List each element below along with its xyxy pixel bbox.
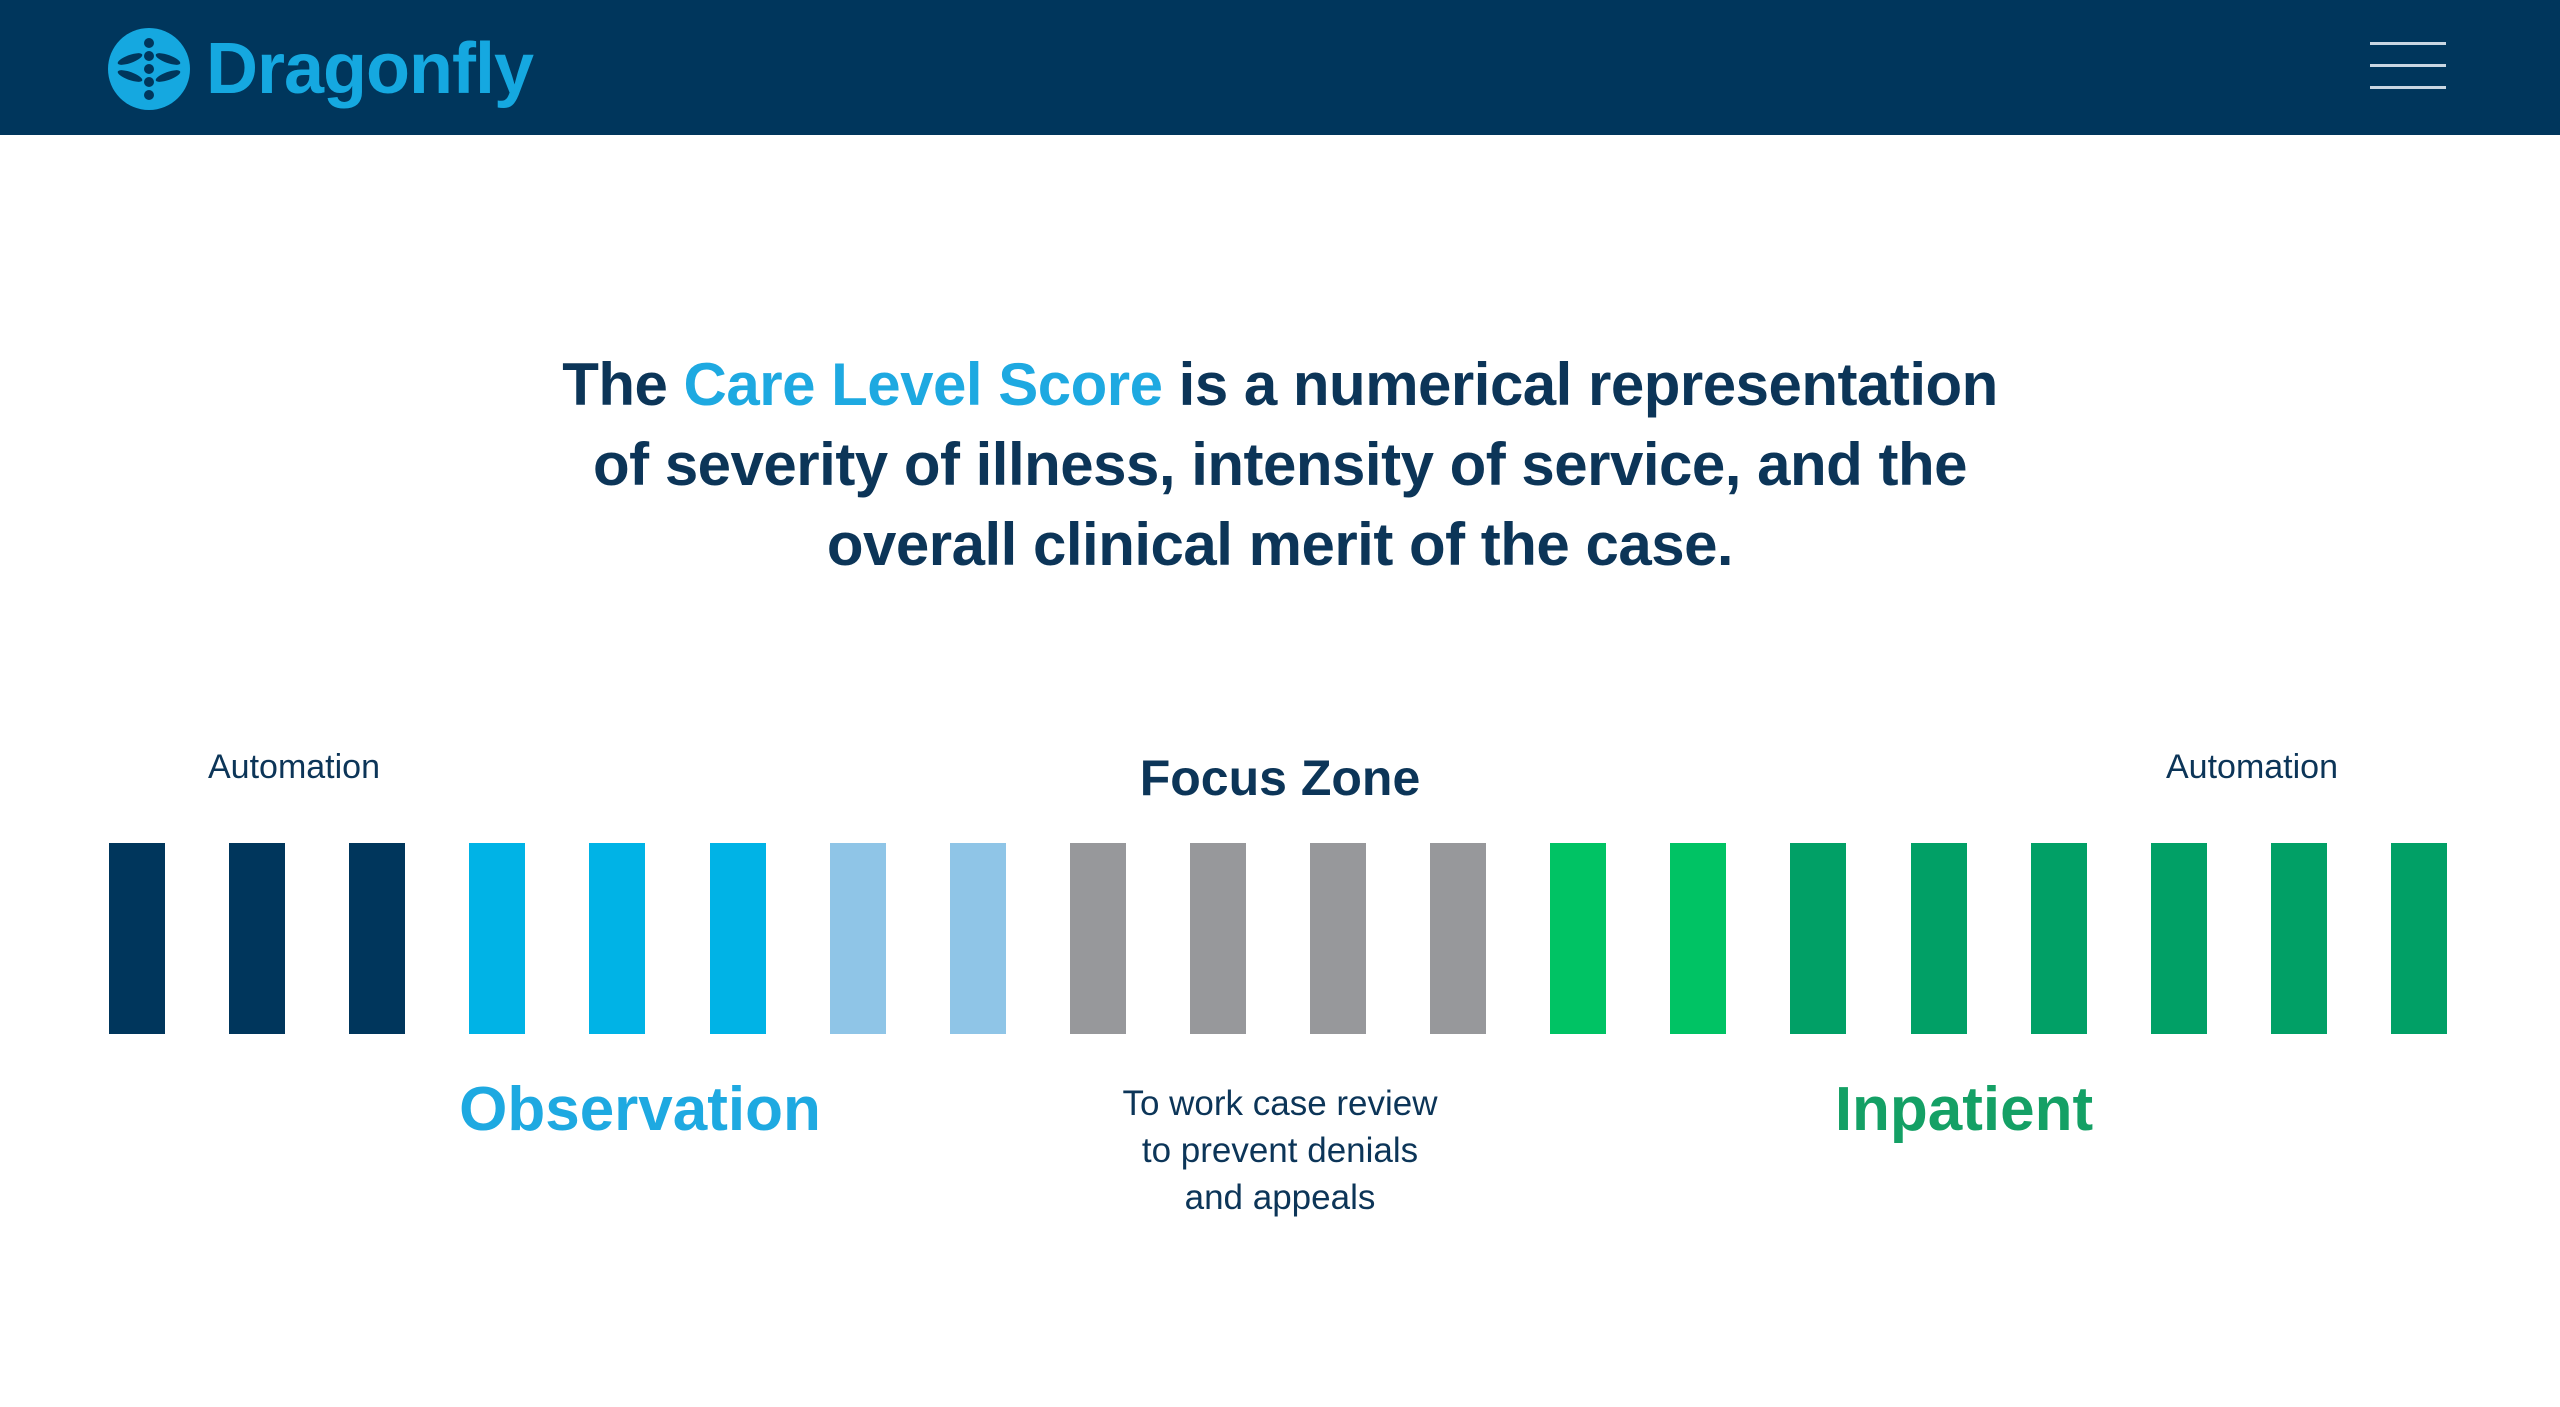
observation-label: Observation [459, 1075, 821, 1144]
brand-name: Dragonfly [206, 29, 534, 109]
hamburger-menu-icon[interactable] [2370, 38, 2450, 96]
headline-prefix: The [562, 351, 684, 418]
care-level-bar [1911, 843, 1967, 1034]
focus-zone-description-line: to prevent denials [1141, 1131, 1419, 1170]
care-level-bar [830, 843, 886, 1034]
care-level-bar [589, 843, 645, 1034]
care-level-bar [1430, 843, 1486, 1034]
care-level-bar [2031, 843, 2087, 1034]
headline: The Care Level Score is a numerical repr… [380, 345, 2180, 585]
care-level-bar [1670, 843, 1726, 1034]
automation-label-right: Automation [2166, 748, 2338, 786]
care-level-bar [109, 843, 165, 1034]
menu-line [2370, 42, 2446, 45]
care-level-bar [469, 843, 525, 1034]
headline-line1-suffix: is a numerical representation [1162, 351, 1999, 418]
care-level-bar [349, 843, 405, 1034]
focus-zone-description-line: and appeals [1184, 1178, 1376, 1217]
care-level-bar [950, 843, 1006, 1034]
focus-zone-description-line: To work case review [1122, 1084, 1438, 1123]
focus-zone-description: To work case review to prevent denials a… [1080, 1080, 1480, 1221]
care-level-bar [1190, 843, 1246, 1034]
headline-line-1: The Care Level Score is a numerical repr… [380, 345, 2180, 425]
care-level-bar [710, 843, 766, 1034]
inpatient-label: Inpatient [1834, 1075, 2094, 1144]
care-level-bar [229, 843, 285, 1034]
headline-line-2: of severity of illness, intensity of ser… [593, 431, 1967, 498]
top-nav-bar: Dragonfly [0, 0, 2560, 135]
headline-highlight: Care Level Score [683, 351, 1163, 418]
headline-line-3: overall clinical merit of the case. [826, 511, 1734, 578]
care-level-bar [2391, 843, 2447, 1034]
care-level-bar [2151, 843, 2207, 1034]
care-level-bar [1310, 843, 1366, 1034]
menu-line [2370, 64, 2446, 67]
focus-zone-title: Focus Zone [1139, 750, 1421, 806]
care-level-bar [1550, 843, 1606, 1034]
care-level-bar [1790, 843, 1846, 1034]
care-level-bar [2271, 843, 2327, 1034]
automation-label-left: Automation [208, 748, 380, 786]
brand-logo[interactable]: Dragonfly [108, 24, 534, 114]
care-level-bar [1070, 843, 1126, 1034]
dragonfly-logo-icon [108, 28, 190, 110]
menu-line [2370, 86, 2446, 89]
